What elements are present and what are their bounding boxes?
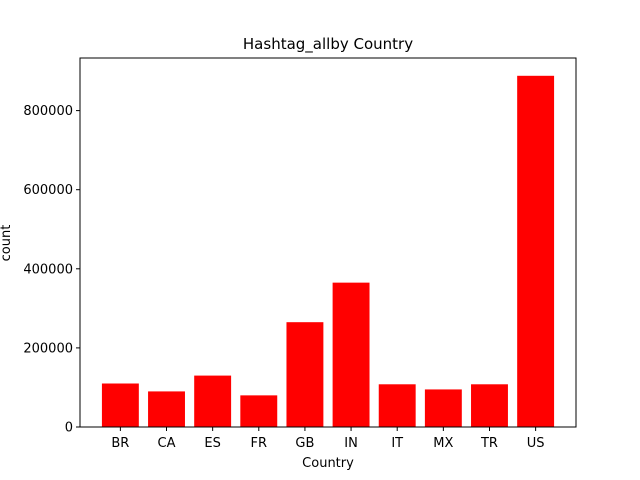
x-tick-label-fr: FR: [251, 436, 268, 451]
x-tick-label-es: ES: [204, 436, 220, 451]
y-tick-label-600000: 600000: [23, 183, 73, 198]
plot-frame: [79, 57, 577, 428]
y-tick-label-800000: 800000: [23, 104, 73, 119]
y-tick-label-400000: 400000: [23, 262, 73, 277]
x-tick-label-br: BR: [111, 436, 129, 451]
bar-ca: [148, 391, 185, 427]
y-tick-label-200000: 200000: [23, 341, 73, 356]
x-tick-label-gb: GB: [295, 436, 314, 451]
x-tick-label-tr: TR: [480, 436, 498, 451]
chart-title: Hashtag_allby Country: [243, 35, 413, 54]
x-tick-label-mx: MX: [433, 436, 453, 451]
x-tick-label-us: US: [527, 436, 545, 451]
y-tick-label-0: 0: [65, 421, 73, 436]
bar-tr: [471, 384, 508, 427]
x-axis: BR CA ES FR GB IN IT MX TR US: [111, 427, 545, 451]
bar-es: [194, 375, 232, 427]
bar-in: [332, 282, 370, 427]
x-tick-label-it: IT: [391, 436, 403, 451]
bar-gb: [286, 322, 324, 427]
bar-it: [378, 384, 416, 427]
x-axis-label: Country: [302, 456, 354, 471]
y-axis: 0 200000 400000 600000 800000: [23, 104, 80, 436]
x-tick-label-in: IN: [344, 436, 358, 451]
bars-group: [101, 75, 555, 428]
bar-us: [517, 75, 555, 428]
y-axis-label: count: [0, 225, 14, 262]
bar-br: [101, 383, 139, 427]
bar-mx: [424, 389, 462, 427]
bar-fr: [240, 395, 278, 427]
x-tick-label-ca: CA: [158, 436, 176, 451]
